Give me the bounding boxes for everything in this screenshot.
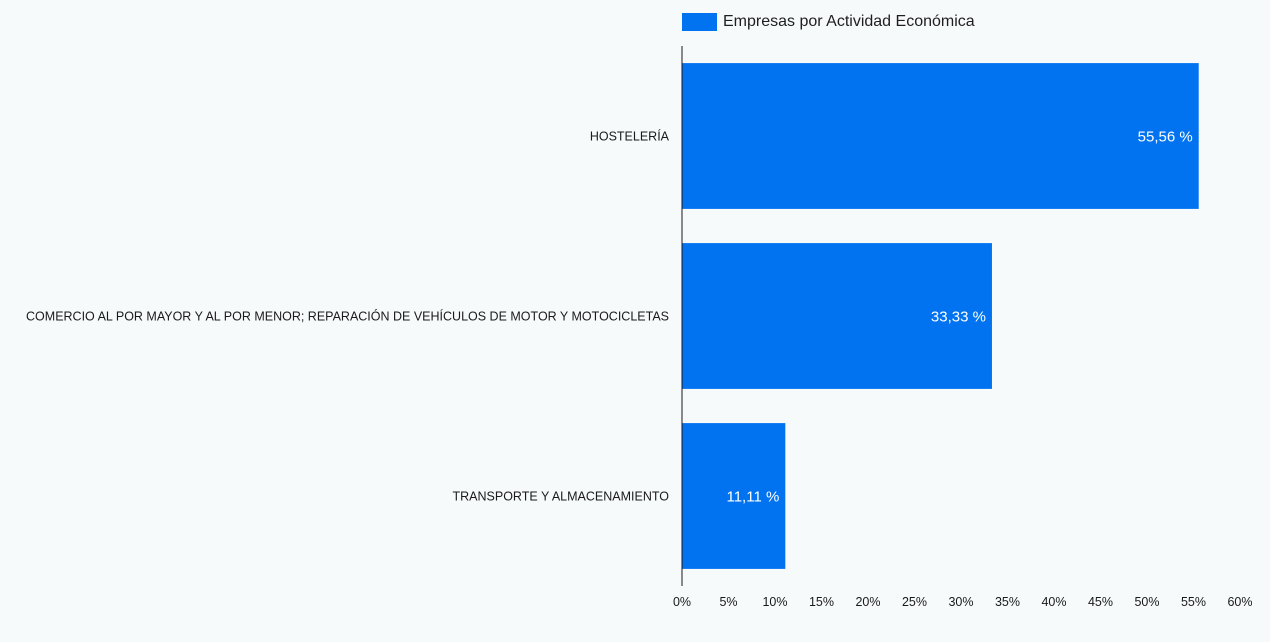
x-tick-label: 45% xyxy=(1088,595,1113,609)
x-tick-label: 20% xyxy=(855,595,880,609)
x-tick-label: 0% xyxy=(673,595,691,609)
chart-legend: Empresas por Actividad Económica xyxy=(682,12,975,32)
category-label: TRANSPORTE Y ALMACENAMIENTO xyxy=(453,490,670,504)
bar xyxy=(682,63,1199,209)
legend-swatch xyxy=(682,13,717,31)
x-tick-label: 5% xyxy=(719,595,737,609)
category-label: COMERCIO AL POR MAYOR Y AL POR MENOR; RE… xyxy=(26,309,669,324)
x-tick-label: 35% xyxy=(995,595,1020,609)
value-label: 11,11 % xyxy=(726,489,779,506)
x-tick-label: 25% xyxy=(902,595,927,609)
value-label: 55,56 % xyxy=(1138,129,1193,146)
category-label: HOSTELERÍA xyxy=(590,129,670,144)
legend-label: Empresas por Actividad Económica xyxy=(723,13,975,30)
x-tick-label: 15% xyxy=(809,595,834,609)
x-tick-label: 60% xyxy=(1227,595,1252,609)
x-tick-label: 30% xyxy=(948,595,973,609)
bar xyxy=(682,243,992,389)
x-tick-label: 40% xyxy=(1041,595,1066,609)
value-label: 33,33 % xyxy=(931,309,986,326)
bar xyxy=(682,423,786,569)
x-tick-label: 50% xyxy=(1134,595,1159,609)
x-tick-label: 55% xyxy=(1181,595,1206,609)
x-tick-label: 10% xyxy=(762,595,787,609)
